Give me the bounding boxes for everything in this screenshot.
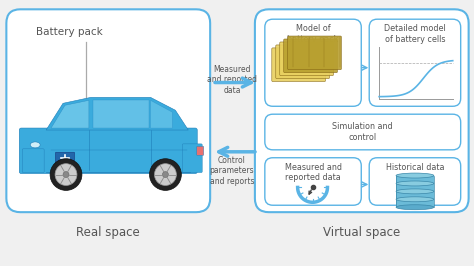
FancyBboxPatch shape	[197, 146, 204, 155]
FancyBboxPatch shape	[369, 19, 461, 106]
FancyBboxPatch shape	[6, 9, 210, 212]
Text: Real space: Real space	[76, 226, 140, 239]
FancyBboxPatch shape	[272, 48, 326, 82]
Text: Control
parameters
and reports: Control parameters and reports	[210, 156, 255, 186]
FancyBboxPatch shape	[280, 42, 333, 76]
Ellipse shape	[30, 142, 40, 148]
Circle shape	[163, 172, 168, 177]
Text: Virtual space: Virtual space	[323, 226, 400, 239]
Text: Detailed model
of battery cells: Detailed model of battery cells	[384, 24, 446, 44]
Ellipse shape	[396, 189, 434, 194]
FancyBboxPatch shape	[22, 149, 44, 173]
Ellipse shape	[396, 205, 434, 210]
FancyBboxPatch shape	[265, 158, 361, 205]
Text: Measured
and reported
data: Measured and reported data	[207, 65, 257, 94]
Polygon shape	[396, 184, 434, 191]
Circle shape	[63, 172, 69, 177]
FancyBboxPatch shape	[182, 144, 202, 173]
Circle shape	[55, 164, 77, 185]
Polygon shape	[396, 199, 434, 207]
FancyBboxPatch shape	[284, 39, 337, 73]
Text: Simulation and
control: Simulation and control	[332, 122, 393, 142]
Text: Measured and
reported data: Measured and reported data	[284, 163, 342, 182]
FancyBboxPatch shape	[255, 9, 469, 212]
Polygon shape	[396, 176, 434, 184]
Text: Model of
battery pack: Model of battery pack	[287, 24, 339, 44]
Text: Historical data: Historical data	[386, 163, 444, 172]
Text: Battery pack: Battery pack	[36, 27, 103, 37]
Polygon shape	[51, 100, 89, 128]
Circle shape	[155, 164, 176, 185]
Polygon shape	[151, 100, 173, 128]
Ellipse shape	[396, 197, 434, 202]
Circle shape	[50, 159, 82, 190]
FancyBboxPatch shape	[276, 45, 329, 78]
Ellipse shape	[396, 173, 434, 178]
FancyBboxPatch shape	[265, 114, 461, 150]
FancyBboxPatch shape	[369, 158, 461, 205]
Polygon shape	[46, 97, 188, 130]
Polygon shape	[396, 191, 434, 199]
FancyBboxPatch shape	[265, 19, 361, 106]
Polygon shape	[93, 100, 148, 128]
FancyBboxPatch shape	[19, 128, 197, 174]
FancyBboxPatch shape	[55, 152, 74, 167]
Circle shape	[149, 159, 182, 190]
Ellipse shape	[396, 181, 434, 186]
FancyBboxPatch shape	[288, 36, 341, 70]
